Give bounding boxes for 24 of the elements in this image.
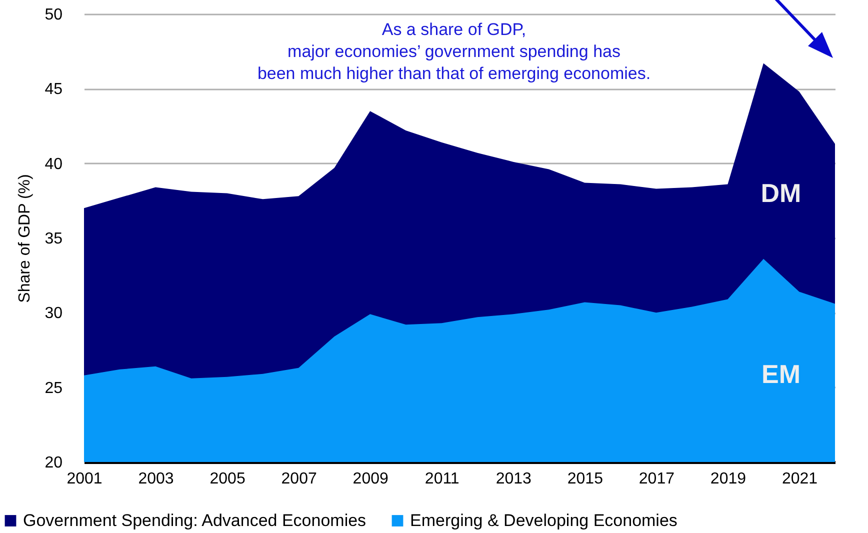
y-tick-label: 40 bbox=[44, 156, 63, 173]
annotation: As a share of GDP, major economies’ government spending has been much higher than that of emerging economies. bbox=[257, 20, 651, 83]
x-tick-label: 2009 bbox=[352, 470, 388, 488]
x-tick-label: 2007 bbox=[281, 470, 317, 488]
x-tick-label: 2017 bbox=[638, 470, 675, 488]
legend-label: Emerging & Developing Economies bbox=[410, 510, 678, 530]
y-axis-title: Share of GDP (%) bbox=[16, 174, 34, 303]
legend-label: Government Spending: Advanced Economies bbox=[23, 510, 366, 530]
x-tick-label: 2001 bbox=[66, 470, 102, 488]
x-tick-label: 2013 bbox=[496, 470, 532, 488]
x-tick-label: 2021 bbox=[782, 470, 818, 488]
x-tick-label: 2005 bbox=[210, 470, 246, 488]
y-tick-label: 35 bbox=[44, 230, 63, 248]
x-tick-label: 2015 bbox=[567, 470, 604, 488]
y-tick-label: 30 bbox=[44, 305, 63, 322]
annotation: DM bbox=[760, 178, 802, 208]
x-tick-label: 2011 bbox=[424, 470, 460, 488]
y-tick-label: 25 bbox=[44, 380, 63, 397]
x-tick-label: 2019 bbox=[710, 470, 746, 488]
y-tick-label: 45 bbox=[44, 81, 63, 98]
annotation: EM bbox=[762, 359, 800, 389]
y-tick-label: 20 bbox=[44, 454, 63, 472]
y-tick-label: 50 bbox=[44, 6, 63, 24]
x-tick-label: 2003 bbox=[138, 470, 174, 488]
